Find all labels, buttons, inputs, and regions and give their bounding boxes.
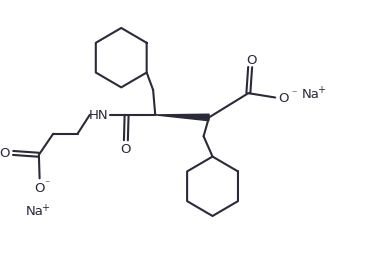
Text: O: O (121, 143, 131, 156)
Text: Na: Na (302, 87, 320, 100)
Text: ⁻: ⁻ (291, 89, 297, 99)
Text: O: O (278, 92, 289, 105)
Text: O: O (34, 181, 45, 194)
Text: +: + (317, 85, 325, 94)
Text: HN: HN (89, 108, 109, 121)
Text: O: O (0, 146, 10, 159)
Text: Na: Na (25, 205, 43, 218)
Text: O: O (246, 53, 257, 66)
Text: +: + (41, 202, 49, 212)
Polygon shape (155, 115, 209, 121)
Text: ⁻: ⁻ (45, 178, 50, 188)
